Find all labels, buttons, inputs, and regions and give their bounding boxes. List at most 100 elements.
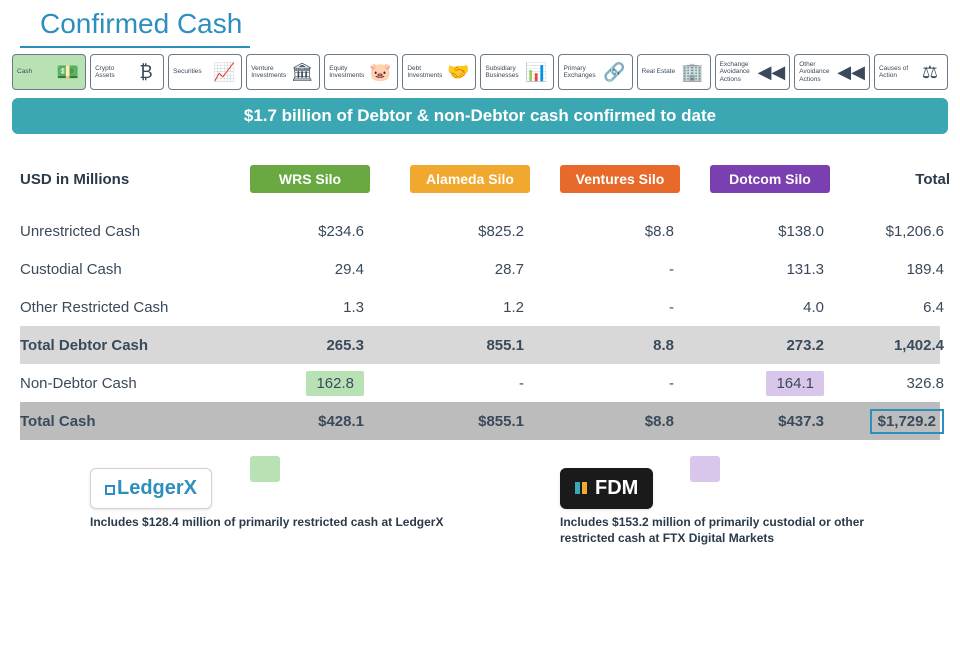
footnote-ledgerx-text: Includes $128.4 million of primarily res…	[90, 515, 450, 531]
grand-total: $1,729.2	[870, 409, 944, 434]
tab-icon: ⚖	[917, 62, 943, 83]
cell: $8.8	[530, 413, 680, 430]
cell: $1,729.2	[830, 409, 950, 434]
silo-header-wrs-silo: WRS Silo	[250, 165, 370, 193]
tab-other-avoidance-actions[interactable]: Other Avoidance Actions◀◀	[794, 54, 870, 90]
tab-label: Crypto Assets	[95, 65, 129, 79]
cell: 1,402.4	[830, 337, 950, 354]
table-row: Other Restricted Cash1.31.2-4.06.4	[20, 288, 940, 326]
cell: -	[370, 375, 530, 392]
tab-securities[interactable]: Securities 📈	[168, 54, 242, 90]
tab-icon: 🏢	[680, 62, 706, 83]
tab-label: Debt Investments	[407, 65, 441, 79]
tab-icon: 🐷	[367, 62, 393, 83]
row-label: Total Debtor Cash	[20, 337, 230, 354]
fdm-logo: FDM	[560, 468, 653, 509]
tab-subsidiary-businesses[interactable]: Subsidiary Businesses 📊	[480, 54, 554, 90]
table-row: Unrestricted Cash$234.6$825.2$8.8$138.0$…	[20, 212, 940, 250]
cell: $8.8	[530, 223, 680, 240]
tab-icon: 🔗	[601, 62, 627, 83]
tab-debt-investments[interactable]: Debt Investments 🤝	[402, 54, 476, 90]
silo-header-ventures-silo: Ventures Silo	[560, 165, 680, 193]
tab-strip: Cash 💵 Crypto Assets ₿ Securities 📈 Venture In…	[0, 54, 960, 98]
cell: 6.4	[830, 299, 950, 316]
tab-label: Venture Investments	[251, 65, 285, 79]
tab-causes-of-action[interactable]: Causes of Action ⚖	[874, 54, 948, 90]
tab-label: Causes of Action	[879, 65, 913, 79]
banner: $1.7 billion of Debtor & non-Debtor cash…	[12, 98, 948, 134]
tab-primary-exchanges[interactable]: Primary Exchanges 🔗	[558, 54, 632, 90]
tab-label: Primary Exchanges	[563, 65, 597, 79]
silo-header-dotcom-silo: Dotcom Silo	[710, 165, 830, 193]
table-row: Non-Debtor Cash162.8--164.1326.8	[20, 364, 940, 402]
page-title: Confirmed Cash	[20, 0, 250, 48]
cell: $1,206.6	[830, 223, 950, 240]
cell: $138.0	[680, 223, 830, 240]
row-label: Unrestricted Cash	[20, 223, 230, 240]
cell: $234.6	[230, 223, 370, 240]
cell: 131.3	[680, 261, 830, 278]
footnote-fdm-text: Includes $153.2 million of primarily cus…	[560, 515, 920, 546]
fdm-icon	[575, 481, 589, 499]
cell: $428.1	[230, 413, 370, 430]
tab-icon: 📈	[211, 62, 237, 83]
row-label: Other Restricted Cash	[20, 299, 230, 316]
tab-icon: ◀◀	[837, 62, 865, 83]
ledgerx-logo: LedgerX	[90, 468, 212, 509]
cell: $855.1	[370, 413, 530, 430]
tab-icon: 🤝	[445, 62, 471, 83]
tab-label: Securities	[173, 68, 207, 75]
tab-label: Equity Investments	[329, 65, 363, 79]
footnote-fdm: FDM Includes $153.2 million of primarily…	[560, 468, 920, 546]
currency-label: USD in Millions	[20, 171, 230, 188]
tab-icon: 📊	[523, 62, 549, 83]
tab-equity-investments[interactable]: Equity Investments 🐷	[324, 54, 398, 90]
cell: -	[530, 299, 680, 316]
tab-icon: ₿	[133, 62, 159, 83]
cell: 4.0	[680, 299, 830, 316]
table-row: Custodial Cash29.428.7-131.3189.4	[20, 250, 940, 288]
tab-icon: 💵	[55, 62, 81, 83]
swatch-green	[250, 456, 280, 482]
cell: 164.1	[680, 371, 830, 396]
highlighted-value: 162.8	[306, 371, 364, 396]
total-header: Total	[830, 171, 950, 188]
tab-crypto-assets[interactable]: Crypto Assets ₿	[90, 54, 164, 90]
table-header-row: USD in Millions WRS Silo Alameda Silo Vent…	[20, 160, 940, 198]
cell: 1.3	[230, 299, 370, 316]
tab-venture-investments[interactable]: Venture Investments 🏛	[246, 54, 320, 90]
cell: -	[530, 261, 680, 278]
tab-exchange-avoidance-actions[interactable]: Exchange Avoidance Actions◀◀	[715, 54, 791, 90]
cell: 8.8	[530, 337, 680, 354]
cell: -	[530, 375, 680, 392]
tab-label: Exchange Avoidance Actions	[720, 61, 754, 82]
ledgerx-logo-text: LedgerX	[117, 477, 197, 499]
highlighted-value: 164.1	[766, 371, 824, 396]
row-label: Custodial Cash	[20, 261, 230, 278]
row-label: Non-Debtor Cash	[20, 375, 230, 392]
cell: 162.8	[230, 371, 370, 396]
cell: $437.3	[680, 413, 830, 430]
tab-real-estate[interactable]: Real Estate 🏢	[637, 54, 711, 90]
cell: 273.2	[680, 337, 830, 354]
cash-table: USD in Millions WRS Silo Alameda Silo Vent…	[0, 160, 960, 440]
tab-icon: 🏛	[289, 62, 315, 83]
tab-label: Cash	[17, 68, 51, 75]
ledgerx-icon	[105, 485, 115, 495]
tab-label: Real Estate	[642, 68, 676, 75]
silo-header-alameda-silo: Alameda Silo	[410, 165, 530, 193]
swatch-purple	[690, 456, 720, 482]
tab-icon: ◀◀	[758, 62, 786, 83]
cell: $825.2	[370, 223, 530, 240]
table-row: Total Cash$428.1$855.1$8.8$437.3$1,729.2	[20, 402, 940, 440]
cell: 29.4	[230, 261, 370, 278]
tab-cash[interactable]: Cash 💵	[12, 54, 86, 90]
cell: 1.2	[370, 299, 530, 316]
cell: 326.8	[830, 375, 950, 392]
tab-label: Other Avoidance Actions	[799, 61, 833, 82]
cell: 265.3	[230, 337, 370, 354]
tab-label: Subsidiary Businesses	[485, 65, 519, 79]
cell: 855.1	[370, 337, 530, 354]
footnotes: LedgerX Includes $128.4 million of prima…	[0, 440, 960, 546]
cell: 28.7	[370, 261, 530, 278]
